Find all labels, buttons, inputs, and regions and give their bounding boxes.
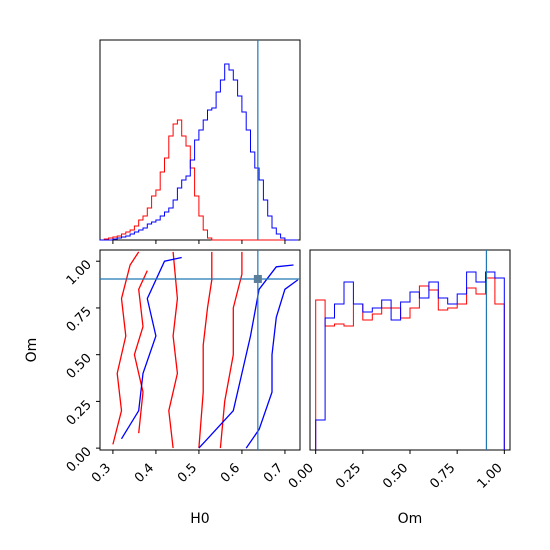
contour-y-ticks: 0.00 0.25 0.50 0.75 1.00 <box>64 257 100 475</box>
histogram-h0-red-series <box>100 119 298 241</box>
histogram-om-x-tick-label: 0.75 <box>427 461 458 492</box>
contour-x-ticks: 0.3 0.4 0.5 0.6 0.7 <box>89 450 286 486</box>
contour-x-tick-label: 0.4 <box>132 461 157 486</box>
contour-y-tick-label: 0.50 <box>64 351 95 382</box>
contour-y-tick-label: 0.00 <box>64 444 95 475</box>
histogram-om-series-group <box>315 271 505 450</box>
contour-blue-line <box>120 256 182 440</box>
histogram-om-x-tick-label: 1.00 <box>475 461 506 492</box>
contour-x-tick-label: 0.3 <box>89 461 114 486</box>
contour-blue-line <box>245 279 299 449</box>
contour-red-line <box>198 251 213 449</box>
contour-red-line <box>133 270 148 434</box>
contour-lines-group <box>112 251 299 449</box>
histogram-om-panel: 0.00 0.25 0.50 0.75 1.00 Om <box>286 249 511 527</box>
histogram-h0-x-ticks <box>112 240 286 244</box>
contour-blue-line <box>198 264 294 449</box>
contour-frame <box>99 249 301 451</box>
histogram-h0-blue-series <box>100 63 298 241</box>
contour-h0-om-panel: 0.3 0.4 0.5 0.6 0.7 0.000.250.500.751.00 H0 … <box>24 249 301 527</box>
contour-y-tick-label: 0.25 <box>64 398 95 429</box>
contour-y-tick-label: 1.00 <box>64 257 95 288</box>
histogram-h0-panel <box>99 39 301 244</box>
contour-y-axis-title: Om <box>24 338 40 363</box>
contour-truth-marker <box>253 274 262 283</box>
contour-red-line <box>219 251 243 449</box>
contour-x-tick-label: 0.5 <box>175 461 200 486</box>
contour-x-tick-label: 0.6 <box>218 461 243 486</box>
histogram-om-blue-series <box>315 271 505 450</box>
contour-red-line <box>168 251 179 449</box>
histogram-om-x-tick-label: 0.25 <box>333 461 364 492</box>
histogram-om-frame <box>309 249 511 451</box>
contour-x-tick-label: 0.7 <box>261 461 286 486</box>
histogram-om-x-tick-label: 0.50 <box>380 461 411 492</box>
histogram-h0-series-group <box>100 63 298 241</box>
histogram-om-red-series <box>315 277 505 450</box>
contour-x-axis-title: H0 <box>190 511 209 527</box>
histogram-om-x-axis-title: Om <box>398 511 423 527</box>
histogram-om-x-ticks: 0.00 0.25 0.50 0.75 1.00 <box>286 450 506 492</box>
histogram-h0-frame <box>99 39 301 241</box>
histogram-om-x-tick-label: 0.00 <box>286 461 317 492</box>
contour-y-tick-label: 0.75 <box>64 304 95 335</box>
contour-red-line <box>112 251 140 445</box>
